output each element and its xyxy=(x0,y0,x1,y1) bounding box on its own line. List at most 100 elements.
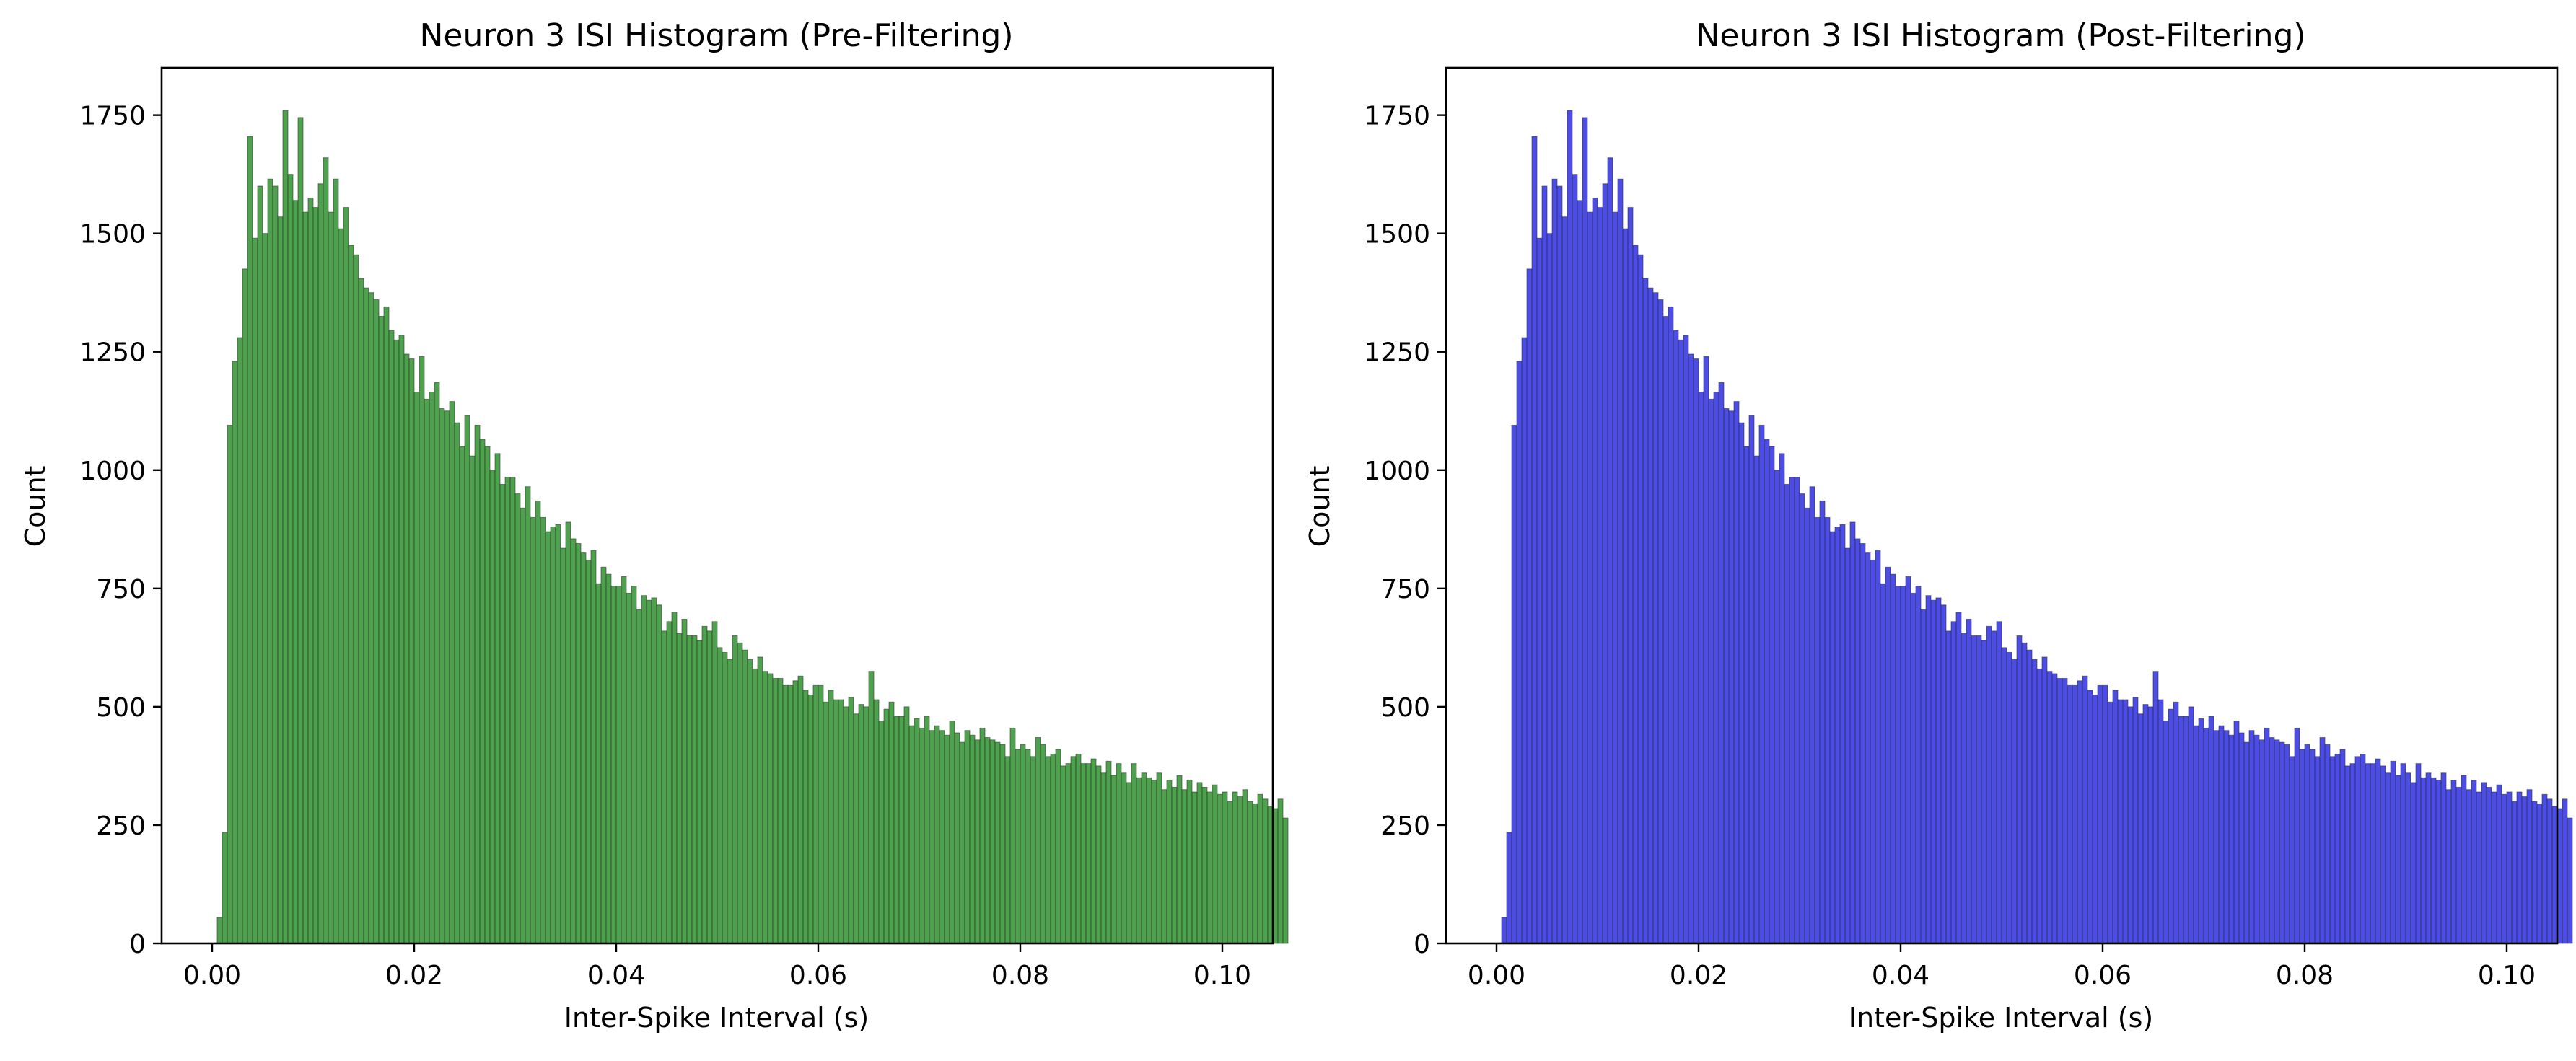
histogram-bar xyxy=(2233,721,2240,944)
histogram-bar xyxy=(353,254,359,944)
histogram-bar xyxy=(1546,233,1553,944)
histogram-bar xyxy=(1116,763,1122,944)
histogram-bar xyxy=(449,401,455,944)
histogram-bar xyxy=(2546,798,2553,944)
histogram-bar xyxy=(514,493,521,944)
histogram-bar xyxy=(474,424,481,944)
x-axis-ticks: 0.00 0.02 0.04 0.06 0.08 0.10 xyxy=(183,943,1251,990)
histogram-bar xyxy=(1531,136,1538,944)
histogram-bar xyxy=(727,659,733,944)
histogram-bar xyxy=(646,599,652,944)
histogram-bar xyxy=(1920,609,1927,944)
histogram-bar xyxy=(1688,353,1694,944)
histogram-bar xyxy=(2077,680,2083,944)
histogram-bar xyxy=(742,649,748,944)
histogram-bar xyxy=(1582,117,1588,944)
histogram-bar xyxy=(979,727,986,944)
histogram-bar xyxy=(807,694,814,944)
histogram-bar xyxy=(2011,659,2018,944)
histogram-bar xyxy=(974,739,981,944)
x-tick-label: 0.10 xyxy=(2478,961,2536,990)
histogram-bar xyxy=(1758,424,1765,944)
histogram-bar xyxy=(898,716,905,944)
histogram-bar xyxy=(2526,789,2533,944)
histogram-bar xyxy=(1794,477,1800,944)
histogram-bar xyxy=(2562,798,2568,944)
histogram-bar xyxy=(767,673,774,944)
histogram-bar xyxy=(1829,531,1836,944)
histogram-bar xyxy=(1622,228,1629,944)
histogram-bar xyxy=(2218,725,2225,944)
histogram-bar xyxy=(2435,780,2442,944)
histogram-bar xyxy=(1703,356,1709,944)
histogram-bar xyxy=(287,174,294,944)
histogram-bar xyxy=(2087,690,2093,944)
histogram-bar xyxy=(1859,543,1866,944)
histogram-bar xyxy=(2299,749,2305,944)
histogram-bar xyxy=(2178,716,2184,944)
histogram-bar xyxy=(2440,772,2447,944)
histogram-bar xyxy=(863,706,869,944)
histogram-bar xyxy=(1930,599,1937,944)
histogram-bar xyxy=(1561,216,1568,944)
histogram-bar xyxy=(2395,775,2401,944)
histogram-bar xyxy=(1602,183,1608,944)
histogram-bar xyxy=(1206,791,1213,944)
x-tick-label: 0.06 xyxy=(789,961,847,990)
histogram-bar xyxy=(701,625,708,944)
histogram-bar xyxy=(797,675,804,944)
histogram-bar xyxy=(1849,521,1856,944)
histogram-bar xyxy=(494,453,501,944)
histogram-bar xyxy=(2127,706,2134,944)
histogram-bar xyxy=(469,455,476,944)
histogram-bar xyxy=(1708,398,1714,944)
histogram-bar xyxy=(621,576,627,944)
histogram-bar xyxy=(1587,211,1593,944)
histogram-bar xyxy=(2072,684,2078,944)
histogram-bar xyxy=(711,621,718,944)
histogram-bar xyxy=(2496,784,2502,944)
histogram-bar xyxy=(1004,756,1011,944)
histogram-bar xyxy=(1201,786,1208,944)
histogram-bar xyxy=(853,713,859,944)
histogram-bar xyxy=(2289,756,2295,944)
histogram-bar xyxy=(1738,422,1745,944)
histogram-bar xyxy=(2031,659,2038,944)
histogram-bar xyxy=(2284,744,2290,944)
histogram-bar xyxy=(1511,424,1517,944)
histogram-bar xyxy=(1136,777,1142,944)
histogram-bar xyxy=(363,287,369,944)
histogram-bar xyxy=(277,216,284,944)
histogram-bar xyxy=(1166,780,1173,944)
histogram-bar xyxy=(1925,595,1932,944)
histogram-bar xyxy=(1839,524,1846,944)
histogram-bar xyxy=(1804,507,1810,944)
y-tick-label: 1250 xyxy=(1364,338,1430,368)
histogram-bar xyxy=(484,446,491,944)
histogram-bar xyxy=(429,392,435,944)
histogram-bar xyxy=(989,739,996,944)
histogram-bar xyxy=(636,609,642,944)
y-tick-label: 750 xyxy=(1380,575,1430,604)
histogram-bar xyxy=(489,470,496,944)
histogram-bar xyxy=(1110,775,1117,944)
histogram-bar xyxy=(2243,741,2250,944)
histogram-bar xyxy=(944,734,950,944)
histogram-bar xyxy=(464,415,470,944)
histogram-bar xyxy=(2269,737,2275,944)
histogram-bar xyxy=(1556,185,1563,944)
histogram-bar xyxy=(338,228,344,944)
histogram-bar xyxy=(2173,701,2179,944)
histogram-bar xyxy=(999,744,1006,944)
histogram-bar xyxy=(1607,157,1613,944)
histogram-bar xyxy=(403,353,410,944)
histogram-bar xyxy=(1237,796,1243,944)
histogram-bar xyxy=(2168,708,2174,944)
histogram-bar xyxy=(1875,550,1881,944)
histogram-bar xyxy=(732,635,738,944)
histogram-bar xyxy=(2112,690,2119,944)
histogram-bar xyxy=(2016,635,2023,944)
histogram-bar xyxy=(1262,798,1269,944)
x-axis-label: Inter-Spike Interval (s) xyxy=(564,1002,869,1034)
